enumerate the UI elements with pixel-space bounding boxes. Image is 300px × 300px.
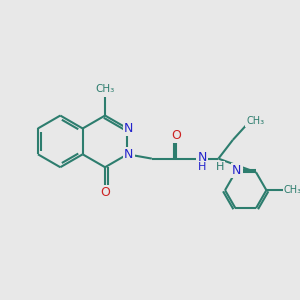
Text: N: N xyxy=(232,164,242,177)
Text: O: O xyxy=(100,186,110,199)
Text: N: N xyxy=(197,151,207,164)
Text: N: N xyxy=(124,122,134,135)
Text: CH₃: CH₃ xyxy=(246,116,264,126)
Text: H: H xyxy=(216,162,224,172)
Text: O: O xyxy=(171,129,181,142)
Text: CH₃: CH₃ xyxy=(95,84,115,94)
Text: H: H xyxy=(198,162,206,172)
Text: N: N xyxy=(124,148,134,161)
Text: CH₃: CH₃ xyxy=(284,185,300,195)
